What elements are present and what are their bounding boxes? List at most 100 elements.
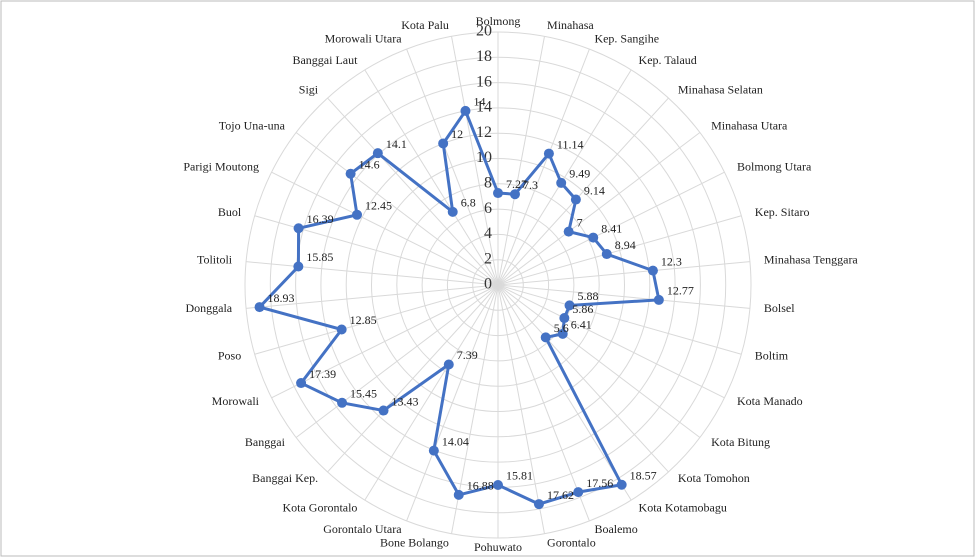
value-label: 7.27 <box>506 177 527 191</box>
value-label: 5.6 <box>554 321 569 335</box>
category-label: Poso <box>218 349 241 363</box>
category-label: Boltim <box>755 349 789 363</box>
spoke <box>497 284 750 309</box>
category-label: Banggai <box>245 435 286 449</box>
spoke <box>364 69 499 286</box>
spoke <box>406 284 499 522</box>
category-label: Bolmong <box>476 14 521 28</box>
spoke <box>497 97 669 286</box>
value-label: 15.85 <box>306 250 333 264</box>
r-tick-label: 8 <box>484 174 492 191</box>
category-label: Minahasa Selatan <box>678 82 763 96</box>
value-label: 15.45 <box>350 387 377 401</box>
marker <box>447 206 458 217</box>
category-label: Boalemo <box>594 522 637 536</box>
spoke <box>254 284 499 355</box>
value-label: 7 <box>577 215 583 229</box>
category-label: Kota Kotamobagu <box>639 500 727 514</box>
value-label: 9.14 <box>584 183 605 197</box>
spoke <box>497 69 632 286</box>
marker <box>559 313 570 324</box>
spoke <box>497 284 590 522</box>
value-label: 18.57 <box>630 468 657 482</box>
category-label: Donggala <box>185 301 232 315</box>
spoke <box>271 284 499 399</box>
marker <box>293 223 304 234</box>
value-label: 17.39 <box>309 367 336 381</box>
r-tick-label: 4 <box>484 225 492 242</box>
category-label: Kep. Sitaro <box>755 205 810 219</box>
spoke <box>327 284 499 473</box>
category-label: Banggai Kep. <box>252 471 318 485</box>
marker <box>293 261 304 272</box>
category-label: Minahasa Utara <box>711 118 788 132</box>
marker <box>557 328 568 339</box>
marker <box>378 405 389 416</box>
marker <box>372 148 383 159</box>
spoke <box>497 132 701 286</box>
value-label: 6.41 <box>571 318 592 332</box>
value-label: 14.1 <box>386 137 407 151</box>
value-label: 5.88 <box>578 289 599 303</box>
marker <box>564 300 575 311</box>
value-label: 15.81 <box>506 469 533 483</box>
value-label: 6.8 <box>461 196 476 210</box>
value-label: 14.6 <box>359 157 380 171</box>
marker <box>337 397 348 408</box>
category-label: Kota Palu <box>401 18 449 32</box>
spoke <box>295 132 499 286</box>
spoke <box>497 215 742 286</box>
spoke <box>497 284 742 355</box>
category-label: Morowali <box>212 394 260 408</box>
value-label: 7.3 <box>523 178 538 192</box>
r-tick-label: 14 <box>476 99 492 116</box>
spoke <box>327 97 499 286</box>
category-label: Kota Gorontalo <box>282 500 357 514</box>
category-label: Gorontalo <box>547 535 596 549</box>
spoke <box>364 284 499 501</box>
spoke <box>246 284 499 309</box>
r-tick-label: 16 <box>476 73 492 90</box>
marker <box>453 489 464 500</box>
category-label: Parigi Moutong <box>183 160 259 174</box>
marker <box>653 294 664 305</box>
value-label: 16.39 <box>307 212 334 226</box>
value-label: 17.56 <box>586 476 613 490</box>
spoke <box>497 36 545 286</box>
category-label: Kota Tomohon <box>678 471 750 485</box>
value-label: 16.88 <box>467 479 494 493</box>
category-label: Kota Manado <box>737 394 803 408</box>
category-label: Bone Bolango <box>380 535 449 549</box>
marker <box>588 232 599 243</box>
value-label: 12.3 <box>661 254 682 268</box>
marker <box>352 209 363 220</box>
value-label: 17.62 <box>547 488 574 502</box>
spoke <box>271 171 499 286</box>
value-label: 5.86 <box>572 302 593 316</box>
spoke <box>497 171 725 286</box>
category-label: Morowali Utara <box>325 32 403 46</box>
r-tick-label: 18 <box>476 48 492 65</box>
value-label: 14.04 <box>442 434 469 448</box>
spoke <box>497 48 590 286</box>
r-tick-label: 20 <box>476 23 492 40</box>
spoke <box>497 261 750 286</box>
category-label: Minahasa Tenggara <box>764 252 859 266</box>
spoke <box>295 284 499 438</box>
value-label: 12.77 <box>667 284 694 298</box>
value-label: 13.43 <box>392 394 419 408</box>
spoke <box>451 36 499 286</box>
r-tick-label: 2 <box>484 250 492 267</box>
marker <box>533 499 544 510</box>
spoke <box>497 284 725 399</box>
marker <box>563 226 574 237</box>
spoke <box>246 261 499 286</box>
category-label: Gorontalo Utara <box>323 522 402 536</box>
marker <box>336 324 347 335</box>
category-label: Banggai Laut <box>292 53 358 67</box>
marker <box>493 479 503 490</box>
value-label: 9.49 <box>569 167 590 181</box>
marker <box>493 188 503 199</box>
